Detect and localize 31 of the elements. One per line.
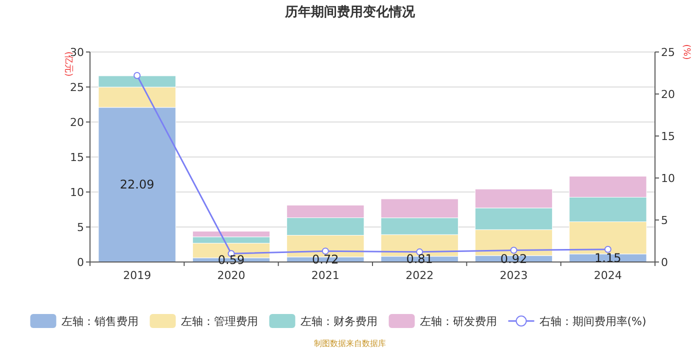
x-tick-label: 2023 [500, 269, 528, 282]
chart-title: 历年期间费用变化情况 [284, 4, 416, 20]
x-tick-label: 2022 [406, 269, 434, 282]
text: 制图数据来自数据库 [314, 339, 386, 348]
point [510, 246, 518, 254]
legend-label: 左轴：销售费用 [61, 315, 138, 328]
y2-tick-label: 0 [661, 256, 668, 269]
legend-label: 左轴：管理费用 [180, 315, 258, 328]
y2-tick-label: 10 [661, 172, 675, 185]
x-tick-label: 2024 [594, 269, 622, 282]
x-tick-label: 2020 [217, 269, 246, 282]
legend-label: 左轴：研发费用 [420, 315, 497, 328]
data-label: 22.09 [120, 178, 154, 192]
y2-tick-label: 15 [661, 130, 675, 143]
legend-label: 右轴：期间费用率(%) [539, 315, 646, 328]
y-tick-label: 0 [77, 256, 84, 269]
x-tick-label: 2019 [123, 269, 152, 282]
y-tick-label: 5 [77, 221, 84, 234]
y2-tick-label: 20 [661, 88, 675, 101]
data-label: 1.15 [594, 250, 622, 265]
y-tick-label: 25 [70, 81, 84, 94]
legend-label: 左轴：财务费用 [300, 315, 378, 328]
y-tick-label: 10 [70, 186, 84, 199]
point [134, 72, 141, 80]
y2-tick-label: 25 [661, 46, 675, 59]
y-tick-label: 20 [70, 116, 84, 129]
point [604, 246, 612, 253]
y2-axis-title: (%) [681, 44, 691, 60]
y-tick-label: 15 [70, 151, 84, 164]
x-tick-label: 2021 [311, 269, 340, 282]
y2-tick-label: 5 [661, 214, 668, 227]
